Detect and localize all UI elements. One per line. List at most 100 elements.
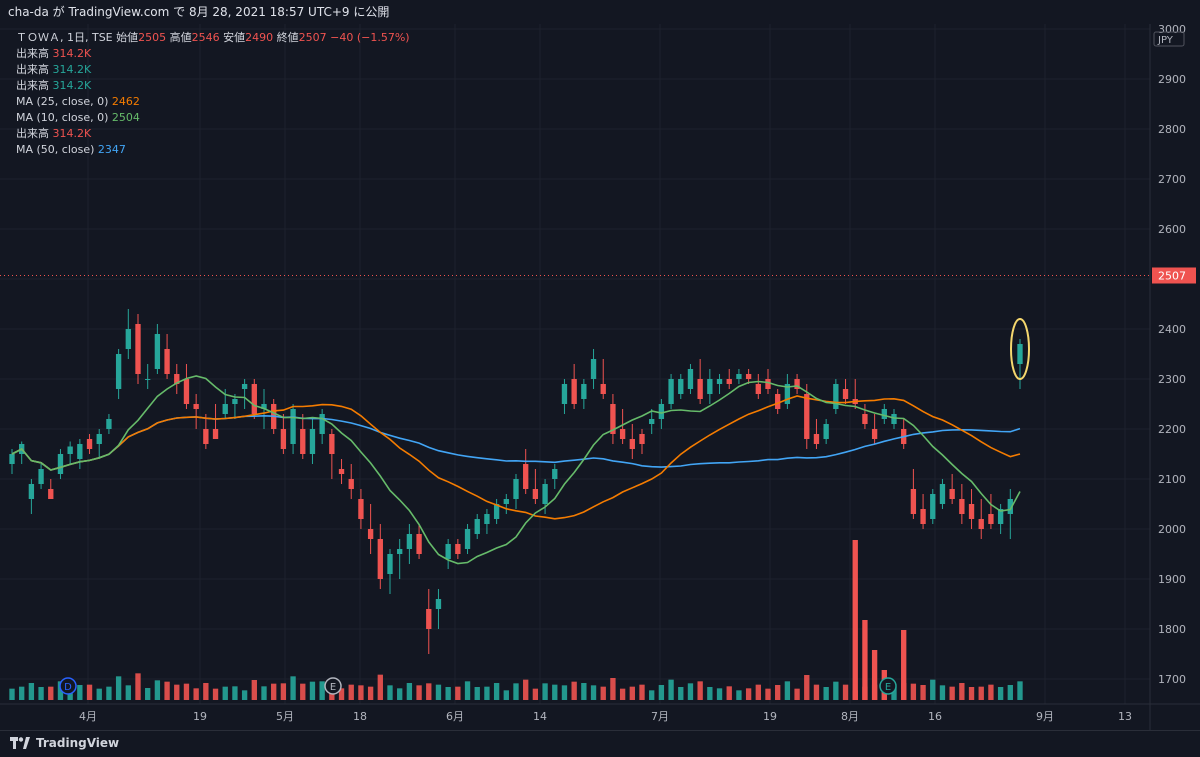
candle-body bbox=[309, 429, 316, 454]
volume-bar bbox=[377, 674, 383, 700]
last-price-label: 2507 bbox=[1158, 270, 1186, 283]
volume-bar bbox=[997, 687, 1004, 700]
ohlc-label: 始値 bbox=[116, 31, 139, 44]
volume-bar bbox=[125, 685, 131, 700]
candle-body bbox=[435, 599, 442, 609]
indicator-rows: 出来高 314.2K 出来高 314.2K 出来高 314.2K MA (25, cl… bbox=[16, 46, 410, 158]
candle-body bbox=[813, 434, 820, 444]
candle-body bbox=[959, 499, 965, 514]
volume-bar bbox=[290, 676, 296, 700]
legend-row: 出来高 314.2K bbox=[16, 62, 410, 78]
volume-bar bbox=[736, 690, 742, 700]
y-tick-label: 2100 bbox=[1158, 473, 1186, 486]
volume-bar bbox=[96, 688, 102, 700]
volume-bar bbox=[67, 689, 73, 700]
x-tick-label: 16 bbox=[928, 710, 942, 723]
candle-body bbox=[426, 609, 432, 629]
candle-body bbox=[125, 329, 131, 349]
candle-body bbox=[474, 519, 480, 534]
legend-row-label: 出来高 bbox=[16, 47, 53, 60]
candle-body bbox=[842, 389, 849, 399]
y-tick-label: 3000 bbox=[1158, 24, 1186, 36]
volume-bar bbox=[745, 688, 752, 700]
volume-bar bbox=[86, 684, 93, 700]
volume-bar bbox=[610, 678, 616, 700]
volume-bar bbox=[115, 676, 122, 700]
volume-bar bbox=[523, 679, 529, 700]
volume-bar bbox=[668, 679, 674, 700]
volume-bar bbox=[649, 690, 655, 700]
x-tick-label: 5月 bbox=[276, 710, 294, 723]
volume-bar bbox=[842, 684, 849, 700]
legend-row-value: 2347 bbox=[97, 143, 126, 156]
candle-body bbox=[775, 394, 781, 409]
volume-bar bbox=[726, 686, 732, 700]
volume-bar bbox=[561, 685, 568, 700]
volume-bar bbox=[19, 686, 25, 700]
candle-body bbox=[9, 454, 15, 464]
candlestick-chart[interactable]: 1700180019002000210022002300240025002600… bbox=[0, 24, 1200, 730]
volume-bar bbox=[552, 684, 558, 700]
candle-body bbox=[28, 484, 35, 499]
y-tick-label: 2000 bbox=[1158, 523, 1186, 536]
candle-body bbox=[135, 324, 141, 374]
volume-bar bbox=[338, 688, 345, 700]
y-tick-label: 2900 bbox=[1158, 73, 1186, 86]
candle-body bbox=[203, 429, 209, 444]
volume-bar bbox=[920, 685, 926, 700]
volume-bar bbox=[1017, 681, 1023, 700]
legend-row-label: MA (25, close, 0) bbox=[16, 95, 112, 108]
volume-bar bbox=[367, 686, 374, 700]
y-tick-label: 1900 bbox=[1158, 573, 1186, 586]
candle-body bbox=[881, 409, 887, 419]
volume-bar bbox=[319, 681, 325, 700]
volume-bar bbox=[658, 685, 665, 700]
symbol-label: ＴＯＷＡ, 1日, TSE bbox=[16, 31, 113, 44]
volume-bar bbox=[765, 688, 771, 700]
candle-body bbox=[358, 499, 364, 519]
volume-bar bbox=[183, 683, 190, 700]
highlight-ellipse bbox=[1010, 318, 1030, 380]
legend-row-value: 314.2K bbox=[52, 79, 92, 92]
volume-bar bbox=[629, 686, 635, 700]
x-tick-label: 19 bbox=[193, 710, 207, 723]
candle-body bbox=[610, 404, 616, 434]
symbol-row: ＴＯＷＡ, 1日, TSE 始値2505 高値2546 安値2490 終値250… bbox=[16, 30, 410, 46]
volume-bar bbox=[106, 686, 112, 700]
candle-body bbox=[542, 484, 548, 504]
event-marker-label: E bbox=[885, 682, 891, 693]
volume-bar bbox=[687, 683, 694, 700]
volume-bar bbox=[707, 687, 713, 700]
price-change: −40 (−1.57%) bbox=[330, 31, 410, 44]
ma10-line bbox=[11, 375, 1021, 565]
candle-body bbox=[193, 404, 199, 409]
event-marker bbox=[324, 677, 342, 695]
candle-body bbox=[804, 394, 810, 439]
candle-body bbox=[784, 384, 791, 404]
candle-body bbox=[687, 369, 694, 389]
volume-bar bbox=[416, 685, 422, 700]
volume-bar bbox=[804, 675, 810, 700]
volume-bar bbox=[280, 683, 287, 700]
candle-body bbox=[145, 379, 151, 380]
candle-body bbox=[232, 399, 238, 404]
candle-body bbox=[745, 374, 752, 379]
candle-body bbox=[319, 414, 325, 434]
candle-body bbox=[280, 429, 287, 449]
volume-bar bbox=[959, 683, 965, 700]
candle-body bbox=[649, 419, 655, 424]
volume-bar bbox=[77, 685, 83, 700]
candle-body bbox=[338, 469, 345, 474]
volume-bar bbox=[48, 686, 54, 700]
ohlc-label: 安値 bbox=[219, 31, 246, 44]
candle-body bbox=[997, 509, 1004, 524]
candle-body bbox=[629, 439, 635, 449]
candle-body bbox=[96, 434, 102, 444]
legend-row: MA (50, close) 2347 bbox=[16, 142, 410, 158]
volume-bar bbox=[581, 683, 587, 700]
legend-row-label: MA (10, close, 0) bbox=[16, 111, 112, 124]
volume-bar bbox=[678, 687, 684, 700]
candle-body bbox=[658, 404, 665, 419]
x-tick-label: 8月 bbox=[841, 710, 859, 723]
volume-bar bbox=[503, 690, 509, 700]
